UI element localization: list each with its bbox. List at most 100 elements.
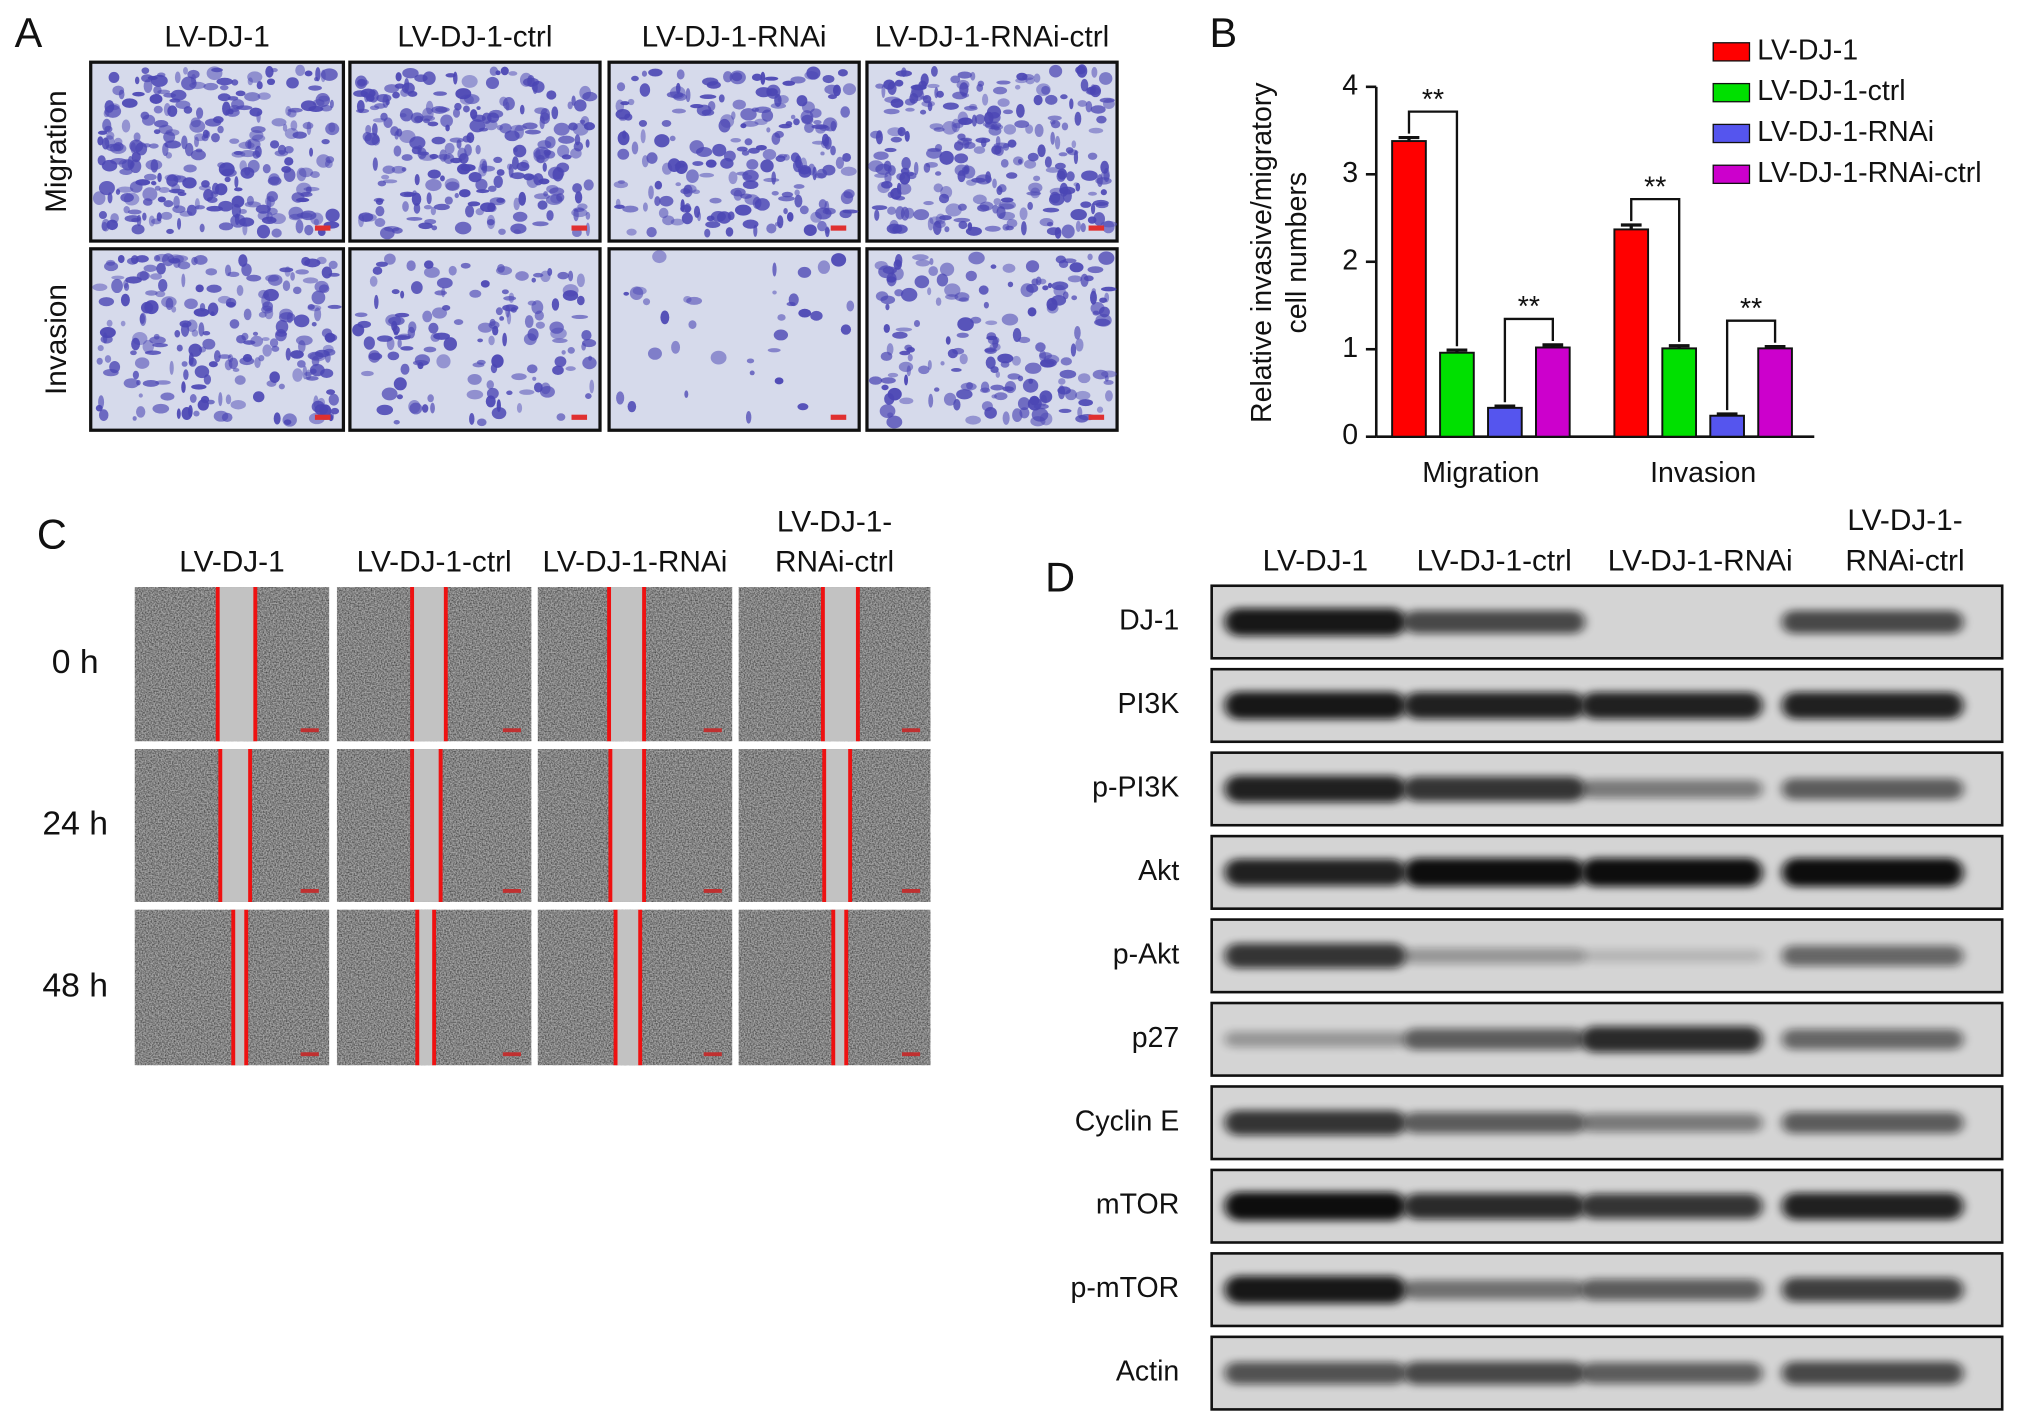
cell — [489, 318, 496, 327]
cell — [466, 389, 484, 400]
cell — [413, 202, 421, 214]
cell — [190, 149, 206, 161]
cell — [1093, 212, 1106, 226]
cell — [366, 94, 375, 102]
cell — [422, 310, 433, 323]
y-axis-label: Relative invasive/migratory — [1246, 82, 1278, 423]
cell — [151, 218, 162, 225]
cell — [567, 346, 575, 354]
cell — [642, 202, 648, 212]
cell — [132, 370, 140, 380]
cell — [915, 259, 931, 267]
cell — [106, 219, 118, 231]
legend-swatch — [1712, 164, 1751, 185]
cell — [393, 377, 407, 391]
cell — [904, 344, 913, 351]
cell — [887, 191, 894, 198]
cell — [193, 308, 210, 317]
cell — [882, 266, 897, 274]
cell — [1087, 253, 1093, 261]
label: LV-DJ-1-RNAi — [1608, 544, 1793, 577]
cell — [939, 150, 954, 165]
cell — [627, 401, 637, 413]
cell — [772, 290, 777, 295]
cell — [809, 108, 822, 118]
cell — [881, 384, 889, 391]
cell — [576, 295, 585, 306]
cell — [613, 180, 629, 189]
cell — [1026, 283, 1039, 293]
cell — [160, 211, 173, 220]
cell — [265, 66, 274, 78]
cell — [493, 175, 503, 188]
cell — [742, 169, 759, 182]
cell — [101, 221, 108, 231]
cell — [202, 129, 209, 139]
cell — [156, 262, 166, 275]
label: LV-DJ-1- — [1847, 504, 1962, 537]
cell — [302, 365, 308, 380]
cell — [661, 120, 672, 127]
cell — [817, 260, 831, 274]
cell — [102, 118, 112, 132]
cell — [824, 200, 830, 215]
cell — [516, 161, 530, 172]
cell — [1058, 378, 1066, 385]
cell — [811, 140, 826, 145]
cell — [453, 71, 458, 85]
cell — [977, 204, 990, 212]
cell — [1075, 338, 1084, 352]
cell — [585, 139, 590, 148]
cell — [406, 216, 423, 221]
cell — [751, 73, 763, 81]
cell — [392, 91, 400, 99]
label: LV-DJ-1- — [777, 505, 892, 538]
cell — [536, 154, 545, 164]
cell — [692, 161, 704, 166]
band — [1581, 949, 1763, 963]
cell — [1048, 193, 1065, 206]
cell — [255, 204, 271, 214]
cell — [464, 144, 472, 156]
cell — [305, 376, 319, 381]
cell — [172, 205, 186, 214]
cell — [1031, 407, 1049, 422]
error-bar — [1446, 348, 1468, 353]
band — [1403, 858, 1585, 887]
band — [1403, 692, 1585, 719]
cell — [997, 98, 1010, 107]
cell — [444, 142, 455, 155]
cell — [425, 100, 434, 115]
cell — [1100, 189, 1107, 196]
wound-gap — [412, 749, 441, 902]
cell — [568, 270, 574, 282]
significance-label: ** — [1740, 293, 1762, 325]
cell — [790, 152, 800, 163]
cell — [546, 210, 554, 221]
scale-bar — [703, 1052, 722, 1057]
label: 24 h — [42, 805, 108, 842]
cell — [927, 287, 932, 296]
wound-gap — [417, 909, 435, 1066]
cell — [660, 310, 670, 325]
significance-bracket — [1630, 197, 1681, 342]
cell — [883, 108, 900, 115]
label: LV-DJ-1-RNAi — [642, 21, 827, 54]
cell — [244, 201, 261, 208]
cell — [217, 125, 224, 134]
cell — [622, 130, 627, 139]
cell — [1070, 343, 1077, 357]
scale-bar — [300, 888, 319, 893]
band — [1224, 1191, 1407, 1221]
cell — [905, 107, 915, 112]
cell — [313, 218, 319, 226]
cell — [912, 254, 929, 261]
cell — [615, 99, 625, 113]
cell — [385, 314, 402, 327]
cell — [887, 372, 899, 378]
band — [1781, 610, 1964, 634]
cell — [761, 109, 774, 122]
cell — [892, 331, 908, 339]
cell — [945, 294, 959, 300]
cell — [582, 356, 597, 370]
